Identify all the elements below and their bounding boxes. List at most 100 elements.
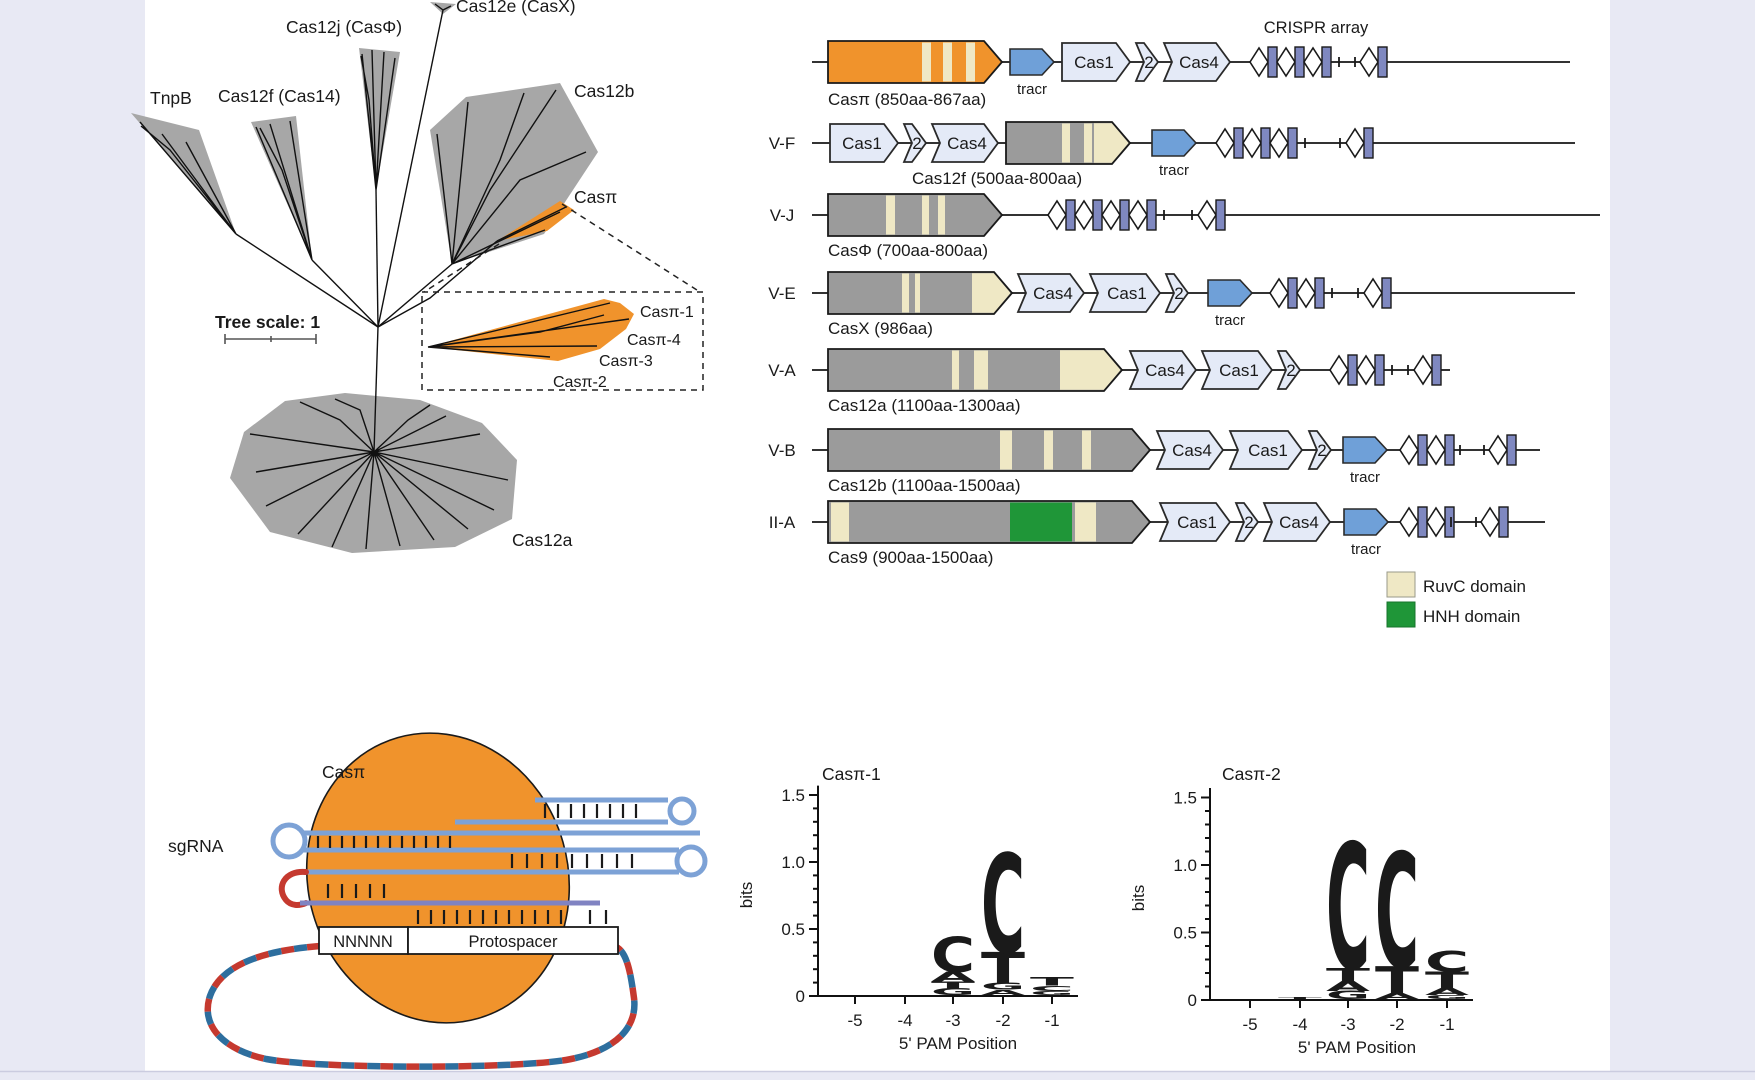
locus-name-label: Casπ (850aa-867aa) [828, 90, 986, 109]
branch-detail [139, 121, 237, 235]
gene-label-cas2: 2 [1317, 441, 1326, 460]
gene-cas2 [1134, 42, 1160, 82]
protospacer-box [407, 926, 619, 955]
locus-type-label: V-J [770, 206, 795, 225]
logo-letter-C: C [1425, 946, 1469, 979]
crispr-repeat [1233, 127, 1244, 159]
gene-cas2 [1276, 350, 1302, 390]
crispr-repeat [1294, 46, 1305, 78]
ruvc-stripe [922, 195, 929, 235]
gene-cas2 [1234, 502, 1260, 542]
x-axis-label: 5' PAM Position [899, 1034, 1017, 1053]
crispr-repeat [1092, 199, 1103, 231]
logo-letter-G: G [1030, 991, 1078, 997]
crispr-repeat [1498, 506, 1509, 538]
clade-label-caspi: Casπ [574, 187, 617, 207]
locus-name-label: Cas12a (1100aa-1300aa) [828, 396, 1021, 415]
branch [373, 326, 379, 453]
gene-cas4 [1162, 42, 1232, 82]
x-tick-label: -2 [1389, 1015, 1404, 1034]
logo-letter-G: G [981, 982, 1025, 993]
clade-cas12b [430, 83, 598, 264]
pam-logo-Casπ-1: 0 0.5 1.0 1.5 -5 -4 -3 -2 -1 Casπ-1 5' PAM Positio… [737, 764, 1078, 1053]
crispr-array-label: CRISPR array [1264, 19, 1369, 37]
crispr-repeat [1374, 354, 1385, 386]
clade-label-cas12b: Cas12b [574, 81, 634, 101]
effector-gene [828, 41, 1002, 83]
logo-title: Casπ-1 [822, 764, 881, 784]
ruvc-stripe [886, 195, 895, 235]
effector-gene [828, 194, 1002, 236]
hnh-legend-label: HNH domain [1423, 607, 1520, 626]
effector-gene [828, 501, 1150, 543]
ruvc-stripe [915, 273, 920, 313]
crispr-repeat [1215, 199, 1226, 231]
gene-label-cas2: 2 [1286, 361, 1295, 380]
ruvc-stripe [1075, 502, 1096, 542]
ruvc-stripe [966, 42, 975, 82]
gene-cas4 [1155, 430, 1225, 470]
effector-outline [827, 428, 1152, 472]
y-axis-label: bits [1129, 885, 1148, 911]
y-tick-label: 0.5 [1173, 924, 1197, 943]
logo-letter-C: C [1030, 984, 1074, 993]
x-tick-label: -2 [995, 1011, 1010, 1030]
rna-5prime-hook [278, 868, 309, 908]
protospacer-box-label: Protospacer [469, 933, 558, 951]
gene-cas4 [1128, 350, 1198, 390]
locus-name-label: Cas12f (500aa-800aa) [912, 169, 1082, 188]
y-tick-label: 1.5 [781, 786, 805, 805]
tracr-label: tracr [1350, 469, 1380, 486]
logo-letter-C: C [1326, 808, 1370, 1009]
tracr-label: tracr [1159, 162, 1189, 179]
y-tick-label: 1.0 [1173, 856, 1197, 875]
inset-label-caspi4: Casπ-4 [627, 332, 681, 349]
ruvc-stripe [952, 350, 959, 390]
logo-letter-G: G [1425, 995, 1473, 1001]
gene-cas4 [930, 123, 1000, 163]
x-tick-label: -3 [945, 1011, 960, 1030]
gene-label-cas1: Cas1 [1219, 361, 1259, 380]
gene-cas2 [1164, 273, 1190, 313]
gene-label-cas2: 2 [912, 134, 921, 153]
crispr-repeat [1146, 199, 1157, 231]
locus-type-label: II-A [769, 513, 796, 532]
tracr-label: tracr [1215, 312, 1245, 329]
crispr-repeat [1377, 46, 1388, 78]
branch-detail [496, 206, 567, 242]
x-tick-label: -1 [1439, 1015, 1454, 1034]
effector-outline [827, 193, 1004, 237]
branch [235, 233, 379, 328]
rna-hairpin-loop [674, 844, 708, 878]
logo-letter-C: C [1375, 822, 1419, 1005]
crispr-repeat [1444, 506, 1455, 538]
sgrna-label: sgRNA [168, 836, 224, 856]
branch-detail [249, 398, 509, 550]
gene-label-cas1: Cas1 [1074, 53, 1114, 72]
caspi-schematic: Casπ sgRNA NNNNN Protospacer [168, 732, 708, 1070]
gene-label-cas2: 2 [1144, 53, 1153, 72]
crispr-repeat [1314, 277, 1325, 309]
pam-logos: 0 0.5 1.0 1.5 -5 -4 -3 -2 -1 Casπ-1 5' PAM Positio… [737, 764, 1474, 1057]
dna-strand-red [204, 942, 638, 1070]
logo-letter-T: T [1278, 996, 1324, 1000]
inset-label-caspi3: Casπ-3 [599, 353, 653, 370]
ruvc-stripe [1062, 123, 1070, 163]
x-tick-label: -5 [847, 1011, 862, 1030]
branch [377, 263, 453, 328]
locus-name-label: CasΦ (700aa-800aa) [828, 241, 988, 260]
logo-title: Casπ-2 [1222, 764, 1281, 784]
effector-outline [827, 500, 1152, 544]
logo-letter-T: T [1030, 976, 1076, 989]
ruvc-stripe [1044, 430, 1053, 470]
logo-letter-G: G [1326, 989, 1370, 1002]
logo-letter-A: A [1425, 987, 1474, 998]
crispr-repeat [1431, 354, 1442, 386]
logo-letter-T: T [1375, 959, 1420, 1003]
ruvc-stripe [1000, 430, 1012, 470]
domain-legend: RuvC domain HNH domain [1386, 571, 1526, 628]
pam-box [318, 926, 409, 955]
branch-detail [436, 89, 587, 265]
effector-outline [827, 348, 1124, 392]
y-tick-label: 1.0 [781, 853, 805, 872]
